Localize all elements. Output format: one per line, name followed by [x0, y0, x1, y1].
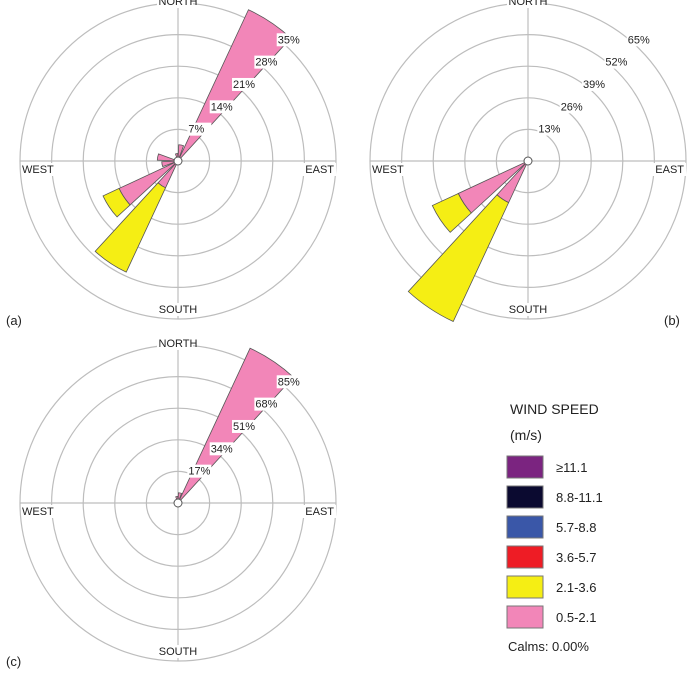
- wind-rose-panels: 7% 14%21%28%35% NORTH EAST SOUTH WEST (a) 13%26…: [6, 0, 687, 669]
- panel-label: (b): [664, 313, 680, 328]
- ring-label-background: [537, 122, 562, 136]
- direction-label-background: [22, 505, 58, 518]
- legend-swatch: [506, 485, 544, 509]
- wind-petal-segment: [407, 194, 510, 323]
- direction-label-background: [507, 303, 543, 316]
- direction-label-background: [157, 337, 193, 350]
- ring-label: 85%: [278, 376, 300, 388]
- panel-label: (a): [6, 313, 22, 328]
- wind-rose-panel: 17%34%51%68%85% NORTH EAST SOUTH WEST (c): [6, 337, 337, 669]
- ring-label-background: [582, 77, 607, 91]
- ring-label: 21%: [233, 79, 255, 91]
- calms-label: Calms: 0.00%: [508, 639, 589, 654]
- calm-center: [173, 156, 183, 166]
- ring-label-background: [232, 77, 257, 91]
- ring-label-background: [276, 375, 301, 389]
- legend: WIND SPEED (m/s) ≥11.1 8.8-11.1 5.7-8.8 3.6…: [506, 401, 603, 654]
- direction-label-south: SOUTH: [509, 304, 548, 316]
- ring-label: 13%: [538, 124, 560, 136]
- direction-label-south: SOUTH: [159, 304, 198, 316]
- ring-label-background: [276, 33, 301, 47]
- ring-label: 39%: [583, 79, 605, 91]
- ring-label: 14%: [211, 101, 233, 113]
- ring-label-background: [232, 419, 257, 433]
- legend-swatch: [506, 515, 544, 539]
- direction-label-north: NORTH: [159, 0, 198, 8]
- legend-label: ≥11.1: [556, 460, 587, 475]
- ring-label-background: [604, 55, 629, 69]
- ring-label: 7%: [188, 124, 204, 136]
- wind-petal-segment: [94, 182, 167, 273]
- direction-label-south: SOUTH: [159, 646, 198, 658]
- legend-label: 8.8-11.1: [556, 490, 603, 505]
- ring-label: 17%: [188, 466, 210, 478]
- direction-label-background: [157, 645, 193, 658]
- wind-rose-panel: 13%26%39%52%65% NORTH EAST SOUTH WEST (b): [369, 0, 687, 328]
- ring-label: 34%: [211, 443, 233, 455]
- wind-petal-segment: [156, 153, 176, 162]
- direction-label-east: EAST: [305, 164, 334, 176]
- ring-label-background: [559, 100, 584, 114]
- legend-label: 3.6-5.7: [556, 550, 596, 565]
- direction-label-background: [300, 163, 336, 176]
- direction-label-east: EAST: [655, 164, 684, 176]
- ring-label-background: [209, 442, 234, 456]
- direction-label-background: [300, 505, 336, 518]
- legend-title: WIND SPEED: [510, 401, 599, 417]
- direction-label-background: [22, 163, 58, 176]
- legend-swatch: [506, 545, 544, 569]
- legend-label: 5.7-8.8: [556, 520, 596, 535]
- direction-label-east: EAST: [305, 506, 334, 518]
- ring-label: 28%: [255, 57, 277, 69]
- legend-swatch: [506, 575, 544, 599]
- legend-swatch: [506, 605, 544, 629]
- direction-label-west: WEST: [22, 164, 54, 176]
- panel-label: (c): [6, 654, 21, 669]
- ring-label-background: [254, 55, 279, 69]
- ring-label-background: [626, 33, 651, 47]
- ring-label-background: [254, 397, 279, 411]
- wind-rose-panel: 7% 14%21%28%35% NORTH EAST SOUTH WEST (a): [6, 0, 337, 328]
- direction-label-west: WEST: [22, 506, 54, 518]
- ring-label: 51%: [233, 421, 255, 433]
- legend-label: 0.5-2.1: [556, 610, 596, 625]
- ring-label: 52%: [605, 57, 627, 69]
- direction-label-background: [507, 0, 543, 8]
- legend-label: 2.1-3.6: [556, 580, 596, 595]
- ring-label-background: [187, 122, 212, 136]
- wind-petal-segment: [431, 192, 472, 233]
- direction-label-background: [157, 0, 193, 8]
- ring-label: 35%: [278, 34, 300, 46]
- ring-label-background: [187, 464, 212, 478]
- ring-label: 68%: [255, 399, 277, 411]
- direction-label-west: WEST: [372, 164, 404, 176]
- direction-label-north: NORTH: [159, 338, 198, 350]
- calm-center: [523, 156, 533, 166]
- ring-label-background: [209, 100, 234, 114]
- calm-center: [173, 498, 183, 508]
- ring-label: 26%: [561, 101, 583, 113]
- ring-label: 65%: [628, 34, 650, 46]
- direction-label-north: NORTH: [509, 0, 548, 8]
- direction-label-background: [650, 163, 686, 176]
- legend-items: ≥11.1 8.8-11.1 5.7-8.8 3.6-5.7 2.1-3.6 0.5-2.…: [506, 455, 603, 629]
- legend-unit: (m/s): [510, 427, 542, 443]
- wind-petal-segment: [102, 187, 131, 218]
- direction-label-background: [372, 163, 408, 176]
- direction-label-background: [157, 303, 193, 316]
- legend-swatch: [506, 455, 544, 479]
